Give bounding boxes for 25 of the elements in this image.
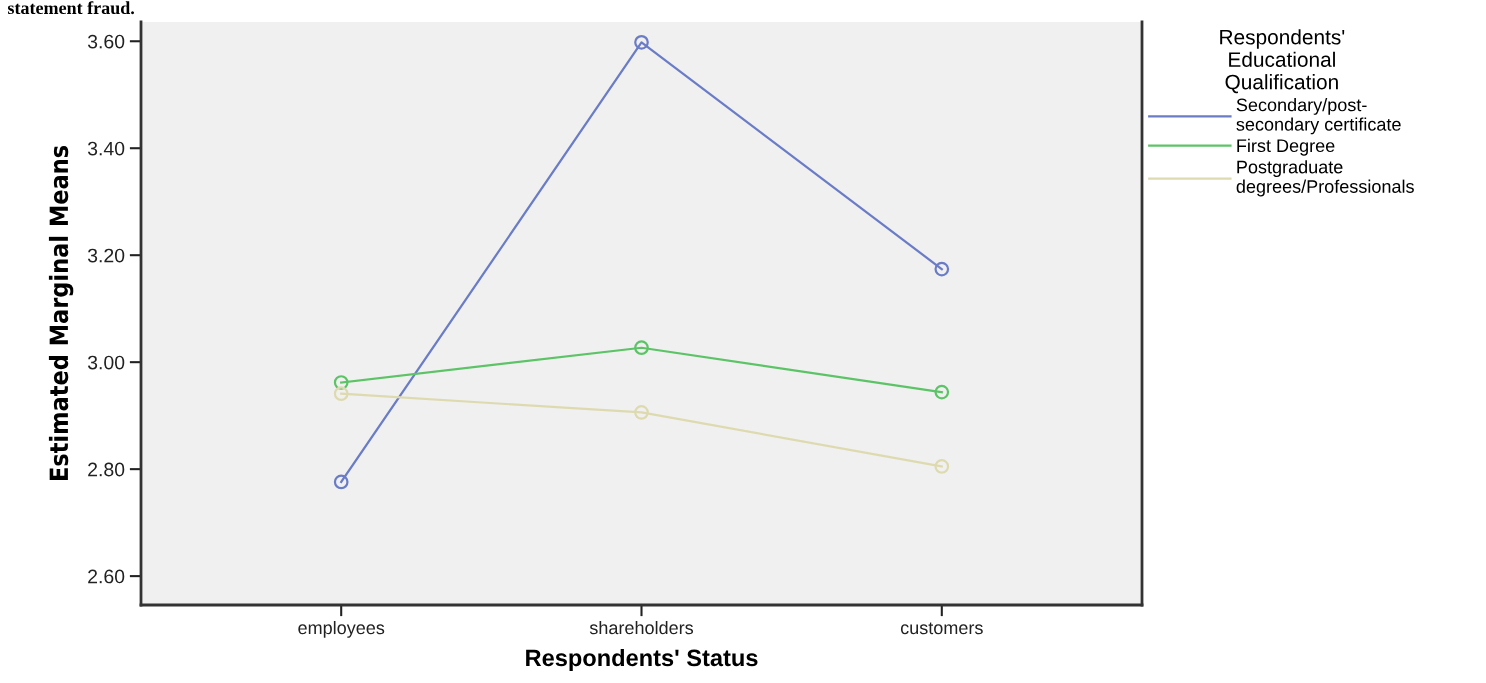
- legend-label: Postgraduate degrees/Professionals: [1236, 160, 1414, 197]
- x-tick-label: shareholders: [589, 620, 694, 635]
- point: [333, 386, 349, 402]
- y-tick-label: 3.60: [87, 34, 125, 49]
- legend-title: Respondents' Educational Qualification: [1220, 29, 1345, 94]
- point: [934, 459, 950, 474]
- legend-label: Secondary/post- secondary certificate: [1236, 98, 1401, 135]
- point: [634, 340, 649, 356]
- text: statement fraud.: [7, 1, 134, 15]
- y-tick-label: 3.40: [87, 141, 125, 156]
- x-tick-label: employees: [298, 620, 385, 638]
- point: [634, 34, 649, 50]
- y-axis-title: Estimated Marginal Means: [48, 145, 74, 481]
- y-tick-label: 3.00: [87, 355, 125, 370]
- y-tick-label: 2.80: [88, 462, 125, 477]
- x-axis-title: Respondents' Status: [526, 648, 758, 671]
- point: [634, 405, 649, 420]
- x-tick-label: customers: [900, 622, 983, 635]
- point: [333, 375, 349, 390]
- point: [934, 384, 950, 400]
- point: [333, 474, 349, 490]
- y-tick-label: 3.20: [87, 248, 125, 263]
- point: [934, 261, 950, 277]
- y-tick-label: 2.60: [88, 569, 125, 584]
- legend-label: First Degree: [1237, 138, 1335, 156]
